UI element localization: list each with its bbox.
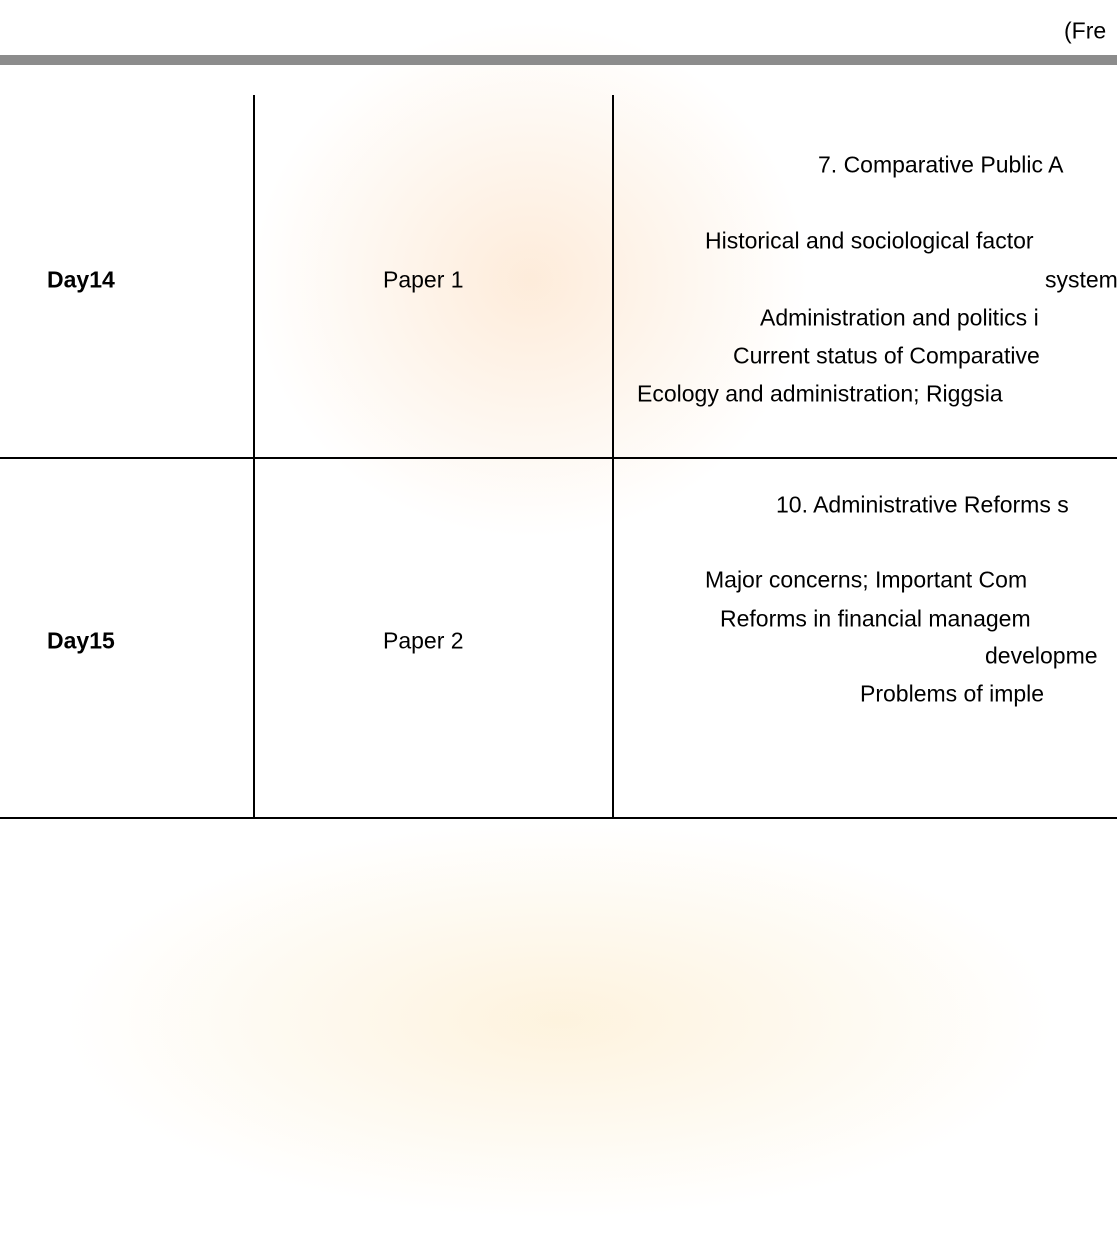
topic-line: Major concerns; Important Com (705, 566, 1028, 593)
topic-line: developme (985, 642, 1098, 669)
paper-cell: Paper 2 (383, 627, 464, 654)
day-cell: Day15 (47, 627, 115, 654)
paper-cell: Paper 1 (383, 266, 464, 293)
row-divider (0, 817, 1117, 819)
column-divider (253, 95, 255, 818)
row-divider (0, 457, 1117, 459)
topic-line: Administration and politics i (760, 304, 1039, 331)
watermark-body (60, 820, 1060, 1220)
topic-line: Current status of Comparative (733, 342, 1040, 369)
day-cell: Day14 (47, 266, 115, 293)
topic-line: Reforms in financial managem (720, 605, 1031, 632)
topic-line: 7. Comparative Public A (818, 151, 1064, 178)
header-text: (Fre (1064, 17, 1107, 44)
topic-line: 10. Administrative Reforms s (776, 491, 1069, 518)
topic-line: Ecology and administration; Riggsia (637, 380, 1003, 407)
topic-line: Problems of imple (860, 680, 1045, 707)
topic-line: Historical and sociological factor (705, 227, 1034, 254)
column-divider (612, 95, 614, 818)
header-bar (0, 55, 1117, 65)
watermark-head (250, 20, 810, 540)
topic-line: systems; (1045, 266, 1117, 293)
